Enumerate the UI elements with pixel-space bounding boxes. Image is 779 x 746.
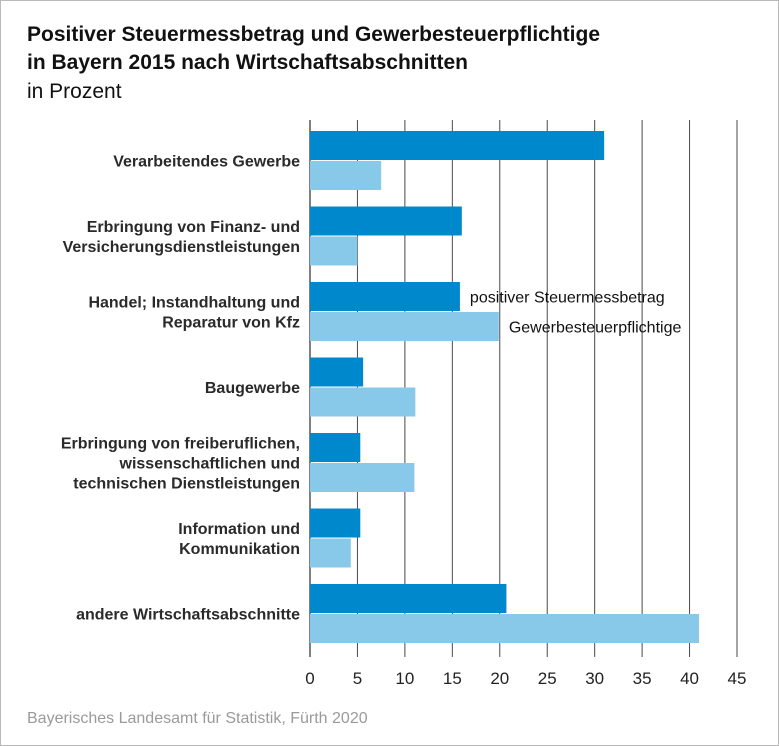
- bar-gewerbesteuerpflichtige-6: [310, 614, 700, 643]
- category-label-6: andere Wirtschaftsabschnitte: [76, 607, 300, 624]
- category-label-2: Reparatur von Kfz: [162, 315, 300, 332]
- x-tick-label: 15: [443, 669, 462, 688]
- category-label-4: wissenschaftlichen und: [119, 456, 300, 473]
- category-label-0: Verarbeitendes Gewerbe: [113, 154, 300, 171]
- chart-title-line1: Positiver Steuermessbetrag und Gewerbest…: [27, 23, 601, 46]
- category-label-1: Versicherungsdienstleistungen: [63, 239, 300, 256]
- bar-gewerbesteuerpflichtige-4: [310, 463, 415, 492]
- bar-gewerbesteuerpflichtige-2: [310, 312, 499, 341]
- category-label-4: Erbringung von freiberuflichen,: [61, 436, 300, 453]
- category-label-1: Erbringung von Finanz- und: [87, 219, 300, 236]
- bar-steuermessbetrag-3: [310, 357, 364, 387]
- legend-layer: positiver Steuermessbetrag Gewerbesteuerp…: [470, 290, 682, 337]
- category-label-4: technischen Dienstleistungen: [73, 476, 300, 493]
- bar-steuermessbetrag-4: [310, 433, 361, 462]
- x-tick-label: 25: [538, 669, 557, 688]
- x-tick-label: 40: [680, 669, 699, 688]
- bar-layer: [310, 131, 700, 643]
- x-axis-tick-layer: 0 5 10 15 20 25 30 35 40 45: [305, 669, 746, 688]
- legend-label-gewerbesteuerpflichtige: Gewerbesteuerpflichtige: [509, 320, 682, 337]
- x-tick-label: 20: [490, 669, 509, 688]
- x-tick-label: 5: [353, 669, 362, 688]
- bar-gewerbesteuerpflichtige-3: [310, 387, 416, 417]
- bar-steuermessbetrag-0: [310, 131, 605, 160]
- bar-gewerbesteuerpflichtige-5: [310, 538, 351, 568]
- bar-gewerbesteuerpflichtige-1: [310, 236, 358, 266]
- source-note: Bayerisches Landesamt für Statistik, Für…: [27, 710, 368, 727]
- bar-gewerbesteuerpflichtige-0: [310, 161, 382, 190]
- x-tick-label: 10: [395, 669, 414, 688]
- x-tick-label: 45: [728, 669, 747, 688]
- category-label-5: Kommunikation: [179, 541, 300, 558]
- x-tick-label: 30: [585, 669, 604, 688]
- bar-steuermessbetrag-6: [310, 584, 507, 613]
- bar-steuermessbetrag-2: [310, 282, 460, 311]
- category-label-2: Handel; Instandhaltung und: [88, 295, 300, 312]
- category-label-5: Information und: [178, 521, 300, 538]
- legend-label-steuermessbetrag: positiver Steuermessbetrag: [470, 290, 665, 307]
- category-label-3: Baugewerbe: [205, 380, 300, 397]
- bar-steuermessbetrag-5: [310, 508, 361, 538]
- chart-title-line2: in Bayern 2015 nach Wirtschaftsabschnitt…: [27, 51, 468, 74]
- chart-title: Positiver Steuermessbetrag und Gewerbest…: [27, 21, 600, 77]
- bar-steuermessbetrag-1: [310, 206, 462, 236]
- x-tick-label: 0: [305, 669, 314, 688]
- category-label-layer: Verarbeitendes Gewerbe Erbringung von Fin…: [61, 154, 300, 624]
- x-tick-label: 35: [633, 669, 652, 688]
- chart-subtitle: in Prozent: [27, 80, 122, 103]
